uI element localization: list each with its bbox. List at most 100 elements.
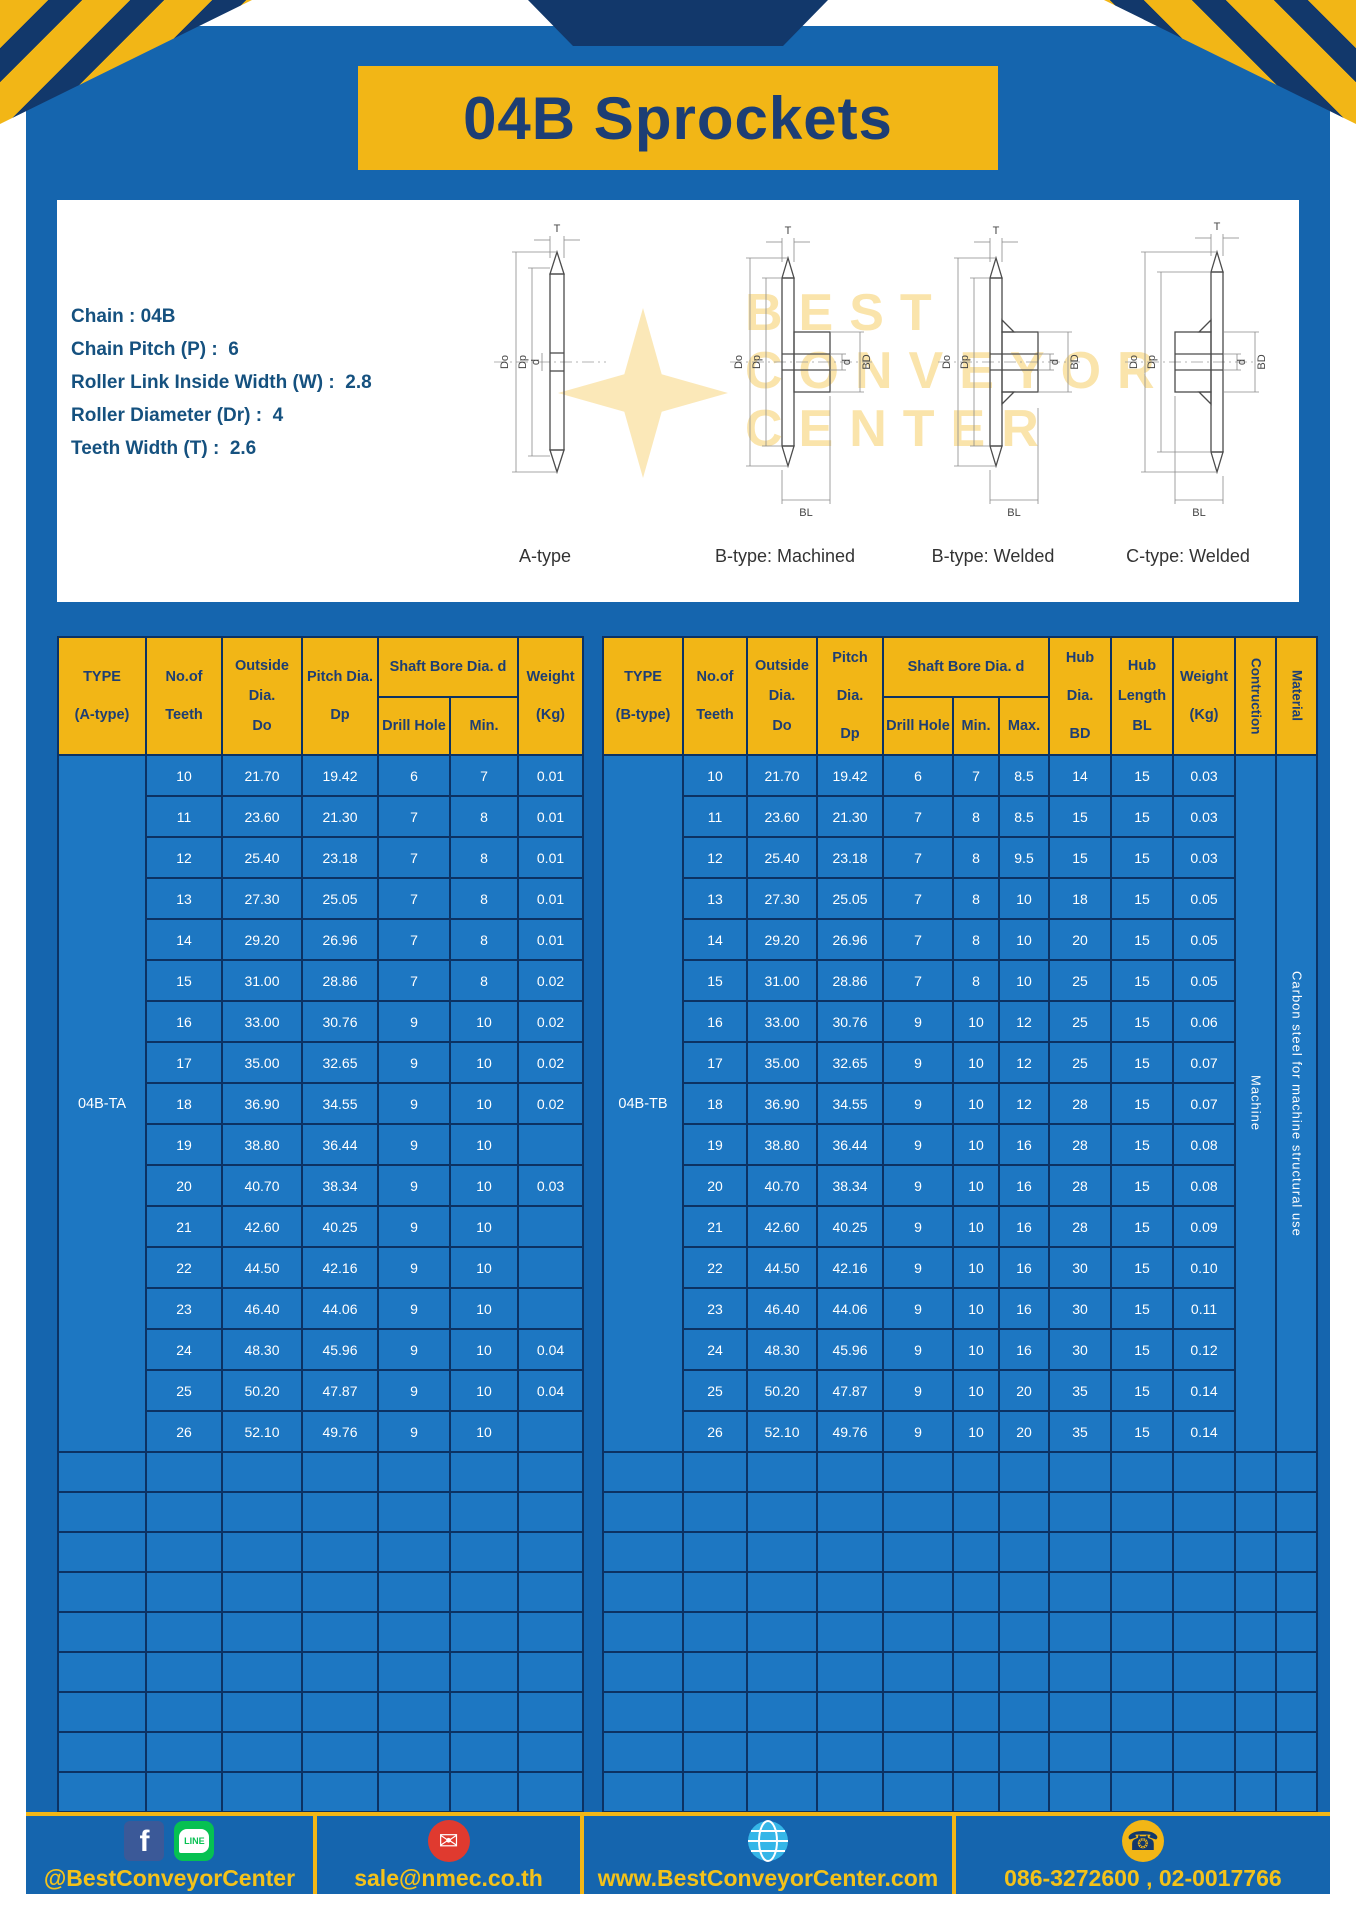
empty-cell xyxy=(1172,1451,1237,1493)
data-cell: 10 xyxy=(448,1328,520,1371)
empty-cell xyxy=(517,1531,585,1573)
empty-cell xyxy=(882,1691,954,1733)
empty-cell xyxy=(1110,1531,1175,1573)
data-cell: 16 xyxy=(997,1123,1051,1166)
empty-cell xyxy=(882,1611,954,1653)
empty-cell xyxy=(57,1531,147,1573)
empty-cell xyxy=(301,1451,379,1493)
data-cell: 20 xyxy=(145,1164,223,1207)
data-cell: 28 xyxy=(1048,1123,1113,1166)
data-cell: 18 xyxy=(682,1082,748,1125)
table-row: 16 33.00 30.76 9 10 12 25 15 0.06 xyxy=(603,1000,1317,1043)
table-row: 24 48.30 45.96 9 10 0.04 xyxy=(58,1328,585,1371)
dim-label-bl: BL xyxy=(799,507,812,519)
data-cell: 0.01 xyxy=(517,877,585,920)
data-cell: 33.00 xyxy=(221,1000,303,1043)
data-cell: 38.34 xyxy=(301,1164,379,1207)
data-cell: 35.00 xyxy=(221,1041,303,1084)
empty-cell xyxy=(145,1611,223,1653)
data-cell: 19.42 xyxy=(816,754,884,797)
col-header-drill-hole: Drill Hole xyxy=(377,696,451,756)
data-cell: 25 xyxy=(145,1369,223,1412)
data-cell: 52.10 xyxy=(221,1410,303,1453)
empty-cell xyxy=(221,1771,303,1813)
data-cell: 14 xyxy=(1048,754,1113,797)
empty-cell xyxy=(448,1531,520,1573)
footer-social-handle: @BestConveyorCenter xyxy=(43,1865,296,1891)
empty-cell xyxy=(602,1451,684,1493)
table-empty-row xyxy=(602,1771,1319,1813)
empty-cell xyxy=(517,1771,585,1813)
data-cell: 7 xyxy=(952,754,1000,797)
empty-cell xyxy=(1234,1451,1278,1493)
empty-cell xyxy=(952,1691,1000,1733)
data-cell: 10 xyxy=(997,959,1051,1002)
data-cell: 14 xyxy=(145,918,223,961)
empty-cell xyxy=(1110,1651,1175,1693)
empty-cell xyxy=(682,1531,748,1573)
empty-cell xyxy=(57,1651,147,1693)
table-empty-row xyxy=(602,1611,1319,1653)
data-cell: 9.5 xyxy=(997,836,1051,879)
data-cell: 8 xyxy=(952,795,1000,838)
data-cell: 15 xyxy=(1110,959,1175,1002)
page-title: 04B Sprockets xyxy=(463,84,893,152)
data-cell: 27.30 xyxy=(221,877,303,920)
data-cell: 15 xyxy=(1110,795,1175,838)
empty-cell xyxy=(816,1691,884,1733)
empty-cell xyxy=(377,1691,451,1733)
col-header-pitch-dia: Pitch Dia. Dp xyxy=(301,636,379,756)
data-cell: 36.90 xyxy=(221,1082,303,1125)
top-center-band xyxy=(528,0,828,46)
table-row: 16 33.00 30.76 9 10 0.02 xyxy=(58,1000,585,1043)
empty-cell xyxy=(746,1451,818,1493)
data-cell: 9 xyxy=(882,1205,954,1248)
data-cell: 22 xyxy=(682,1246,748,1289)
data-cell: 16 xyxy=(997,1205,1051,1248)
chain-specs: Chain : 04B Chain Pitch (P) : 6 Roller L… xyxy=(71,300,372,465)
empty-cell xyxy=(1048,1691,1113,1733)
dim-label-do: Do xyxy=(733,355,745,369)
data-cell: 9 xyxy=(882,1246,954,1289)
data-cell: 31.00 xyxy=(221,959,303,1002)
empty-cell xyxy=(682,1771,748,1813)
empty-cell xyxy=(746,1651,818,1693)
data-cell: 0.12 xyxy=(1172,1328,1237,1371)
data-cell: 16 xyxy=(145,1000,223,1043)
data-cell: 0.01 xyxy=(517,795,585,838)
empty-cell xyxy=(57,1611,147,1653)
data-cell: 13 xyxy=(682,877,748,920)
data-cell: 21 xyxy=(145,1205,223,1248)
dim-label-bl: BL xyxy=(1192,507,1205,519)
data-cell: 15 xyxy=(1110,1246,1175,1289)
empty-cell xyxy=(221,1691,303,1733)
data-cell: 18 xyxy=(1048,877,1113,920)
data-cell: 7 xyxy=(882,877,954,920)
data-cell: 28.86 xyxy=(301,959,379,1002)
data-cell: 23 xyxy=(145,1287,223,1330)
footer-email: sale@nmec.co.th xyxy=(354,1865,543,1891)
data-cell: 10 xyxy=(997,918,1051,961)
b-type-machined-drawing: T Do Dp d BD BL xyxy=(730,225,873,519)
data-cell: 49.76 xyxy=(816,1410,884,1453)
table-empty-row xyxy=(57,1531,585,1573)
data-cell: 17 xyxy=(145,1041,223,1084)
empty-cell xyxy=(1110,1611,1175,1653)
data-cell: 9 xyxy=(882,1123,954,1166)
data-cell: 21 xyxy=(682,1205,748,1248)
data-cell: 0.14 xyxy=(1172,1410,1237,1453)
data-cell: 15 xyxy=(1110,1287,1175,1330)
data-cell: 35 xyxy=(1048,1369,1113,1412)
empty-cell xyxy=(1048,1451,1113,1493)
empty-cell xyxy=(882,1731,954,1773)
data-cell: 30.76 xyxy=(301,1000,379,1043)
dim-label-dp: Dp xyxy=(751,355,763,369)
data-cell: 20 xyxy=(1048,918,1113,961)
table-row: 12 25.40 23.18 7 8 0.01 xyxy=(58,836,585,879)
data-cell: 15 xyxy=(1110,836,1175,879)
empty-cell xyxy=(816,1571,884,1613)
data-cell: 0.05 xyxy=(1172,918,1237,961)
data-cell xyxy=(517,1205,585,1248)
data-cell: 25.40 xyxy=(221,836,303,879)
data-cell: 38.34 xyxy=(816,1164,884,1207)
